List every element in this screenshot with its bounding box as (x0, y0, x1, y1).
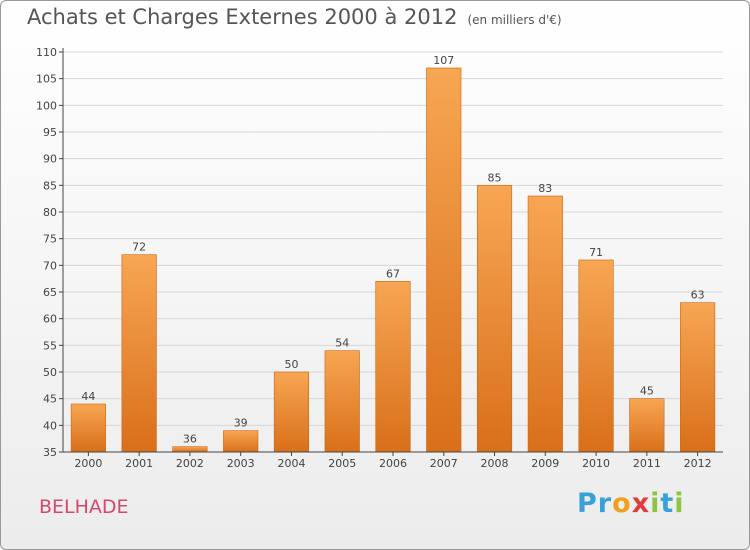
logo-letter: r (597, 488, 613, 519)
bar-2011 (629, 398, 665, 453)
y-tick-label: 45 (43, 393, 57, 406)
bar-2009 (527, 195, 563, 453)
value-label-2010: 71 (589, 246, 603, 259)
place-name: BELHADE (39, 496, 129, 518)
y-tick-label: 50 (43, 366, 57, 379)
bar-2007 (426, 67, 462, 453)
x-tick-label-2012: 2012 (684, 457, 712, 470)
x-tick-label-2000: 2000 (74, 457, 102, 470)
bar-2006 (375, 281, 411, 453)
y-tick-label: 40 (43, 419, 57, 432)
y-tick-label: 90 (43, 153, 57, 166)
value-label-2007: 107 (433, 54, 454, 67)
value-label-2012: 63 (691, 289, 705, 302)
chart-title: Achats et Charges Externes 2000 à 2012 (e… (27, 5, 562, 29)
bar-2002 (172, 446, 208, 453)
y-tick-label: 35 (43, 446, 57, 459)
logo-letter: i (674, 488, 685, 519)
value-label-2009: 83 (538, 182, 552, 195)
x-tick-label-2005: 2005 (328, 457, 356, 470)
x-tick-label-2006: 2006 (379, 457, 407, 470)
x-tick-label-2003: 2003 (227, 457, 255, 470)
bar-2008 (476, 185, 513, 453)
value-label-2003: 39 (234, 417, 248, 430)
value-label-2011: 45 (640, 385, 654, 398)
y-tick-label: 55 (43, 339, 57, 352)
y-tick-label: 80 (43, 206, 57, 219)
x-tick-label-2008: 2008 (481, 457, 509, 470)
logo-letter: o (612, 488, 632, 519)
y-tick-label: 75 (43, 233, 57, 246)
y-tick-label: 70 (43, 259, 57, 272)
x-tick-label-2009: 2009 (531, 457, 559, 470)
y-tick-label: 105 (36, 73, 57, 86)
logo-letter: i (650, 488, 661, 519)
value-label-2005: 54 (335, 337, 349, 350)
y-tick-label: 65 (43, 286, 57, 299)
bar-2010 (578, 259, 614, 453)
proxiti-logo: Proxiti (577, 488, 685, 519)
logo-letter: x (631, 488, 651, 519)
x-tick-label-2010: 2010 (582, 457, 610, 470)
x-tick-label-2002: 2002 (176, 457, 204, 470)
value-label-2008: 85 (488, 171, 502, 184)
value-label-2000: 44 (81, 390, 95, 403)
y-tick-label: 60 (43, 313, 57, 326)
bar-2012 (680, 302, 716, 453)
x-tick-label-2004: 2004 (277, 457, 305, 470)
x-tick-label-2001: 2001 (125, 457, 153, 470)
bar-2005 (324, 350, 360, 453)
logo-letter: t (660, 488, 675, 519)
y-tick-label: 100 (36, 99, 57, 112)
x-tick-label-2011: 2011 (633, 457, 661, 470)
chart-title-text: Achats et Charges Externes 2000 à 2012 (27, 5, 458, 29)
value-label-2004: 50 (284, 358, 298, 371)
bar-2001 (121, 254, 157, 453)
x-tick-label-2007: 2007 (430, 457, 458, 470)
value-label-2001: 72 (132, 241, 146, 254)
logo-letter: P (577, 488, 598, 519)
y-tick-label: 85 (43, 179, 57, 192)
y-tick-label: 110 (36, 46, 57, 59)
bar-2003 (223, 430, 259, 453)
bar-2000 (70, 403, 106, 453)
bar-2004 (273, 371, 310, 453)
unit-note: (en milliers d'€) (467, 13, 562, 27)
value-label-2002: 36 (183, 433, 197, 446)
y-tick-label: 95 (43, 126, 57, 139)
value-label-2006: 67 (386, 267, 400, 280)
